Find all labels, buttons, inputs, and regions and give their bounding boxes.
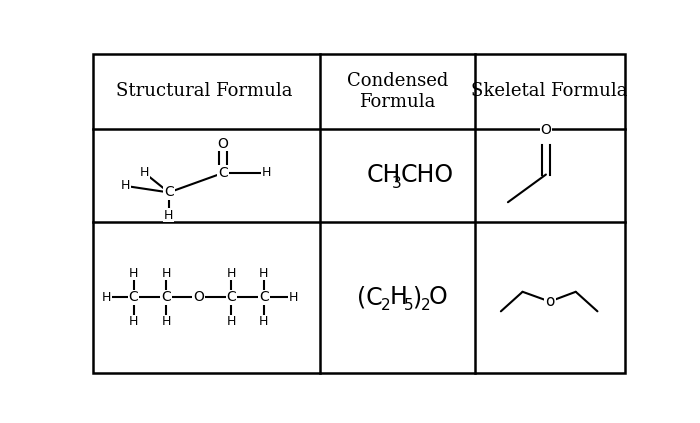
Text: O: O xyxy=(193,291,204,305)
Text: Structural Formula: Structural Formula xyxy=(116,82,292,101)
Text: C: C xyxy=(226,291,236,305)
Text: H: H xyxy=(129,316,139,328)
Text: O: O xyxy=(540,123,552,137)
Text: H: H xyxy=(162,266,171,280)
Text: (C: (C xyxy=(357,286,382,310)
Text: C: C xyxy=(259,291,269,305)
Text: H: H xyxy=(129,266,139,280)
Text: H: H xyxy=(389,286,407,310)
Text: CHO: CHO xyxy=(400,163,454,187)
Text: H: H xyxy=(289,291,298,304)
Text: H: H xyxy=(227,266,236,280)
Text: Condensed
Formula: Condensed Formula xyxy=(346,72,448,111)
Text: H: H xyxy=(259,266,269,280)
Text: H: H xyxy=(102,291,111,304)
Text: O: O xyxy=(218,137,229,151)
Text: CH: CH xyxy=(367,163,401,187)
Text: O: O xyxy=(429,286,447,310)
Text: 3: 3 xyxy=(392,176,402,191)
Text: H: H xyxy=(259,316,269,328)
Text: ): ) xyxy=(412,286,421,310)
Text: C: C xyxy=(218,166,228,180)
Text: C: C xyxy=(161,291,171,305)
Text: H: H xyxy=(227,316,236,328)
Text: H: H xyxy=(164,209,174,222)
Text: C: C xyxy=(129,291,139,305)
Text: H: H xyxy=(121,179,130,192)
Text: H: H xyxy=(262,166,271,179)
Text: 2: 2 xyxy=(421,298,430,313)
Text: 5: 5 xyxy=(404,298,414,313)
Text: C: C xyxy=(164,185,174,199)
Text: o: o xyxy=(545,294,554,309)
Text: H: H xyxy=(140,166,149,179)
Text: Skeletal Formula: Skeletal Formula xyxy=(472,82,628,101)
Text: H: H xyxy=(162,316,171,328)
Text: 2: 2 xyxy=(382,298,391,313)
